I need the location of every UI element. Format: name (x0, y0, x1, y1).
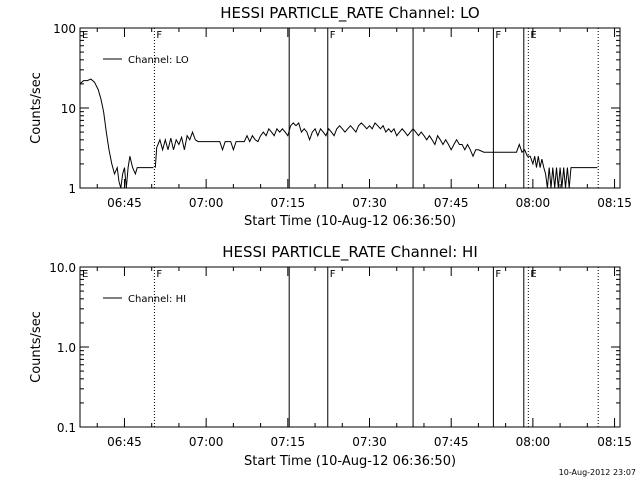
event-marker-label: F (495, 269, 501, 280)
x-tick-label: 07:30 (352, 435, 387, 449)
chart-title: HESSI PARTICLE_RATE Channel: HI (222, 243, 478, 262)
x-tick-label: 07:45 (434, 435, 469, 449)
x-tick-label: 07:00 (189, 435, 224, 449)
x-tick-label: 07:15 (271, 196, 306, 210)
event-marker-label: F (156, 30, 162, 41)
y-tick-label: 10.0 (49, 261, 76, 275)
y-tick-label: 100 (53, 22, 76, 36)
y-tick-label: 1 (68, 182, 76, 196)
event-marker-label: F (330, 269, 336, 280)
x-tick-label: 07:00 (189, 196, 224, 210)
legend-label: Channel: LO (128, 55, 189, 66)
chart-title: HESSI PARTICLE_RATE Channel: LO (220, 4, 479, 23)
x-axis-label: Start Time (10-Aug-12 06:36:50) (244, 454, 456, 469)
y-axis-label: Counts/sec (29, 72, 44, 144)
y-axis-label: Counts/sec (29, 311, 44, 383)
panel-hi: HESSI PARTICLE_RATE Channel: HI 0.1 1.0 10.… (29, 243, 632, 469)
y-tick-label: 0.1 (57, 421, 76, 435)
event-marker-label: E (530, 30, 536, 41)
x-tick-label: 08:15 (597, 435, 632, 449)
x-tick-label: 08:15 (597, 196, 632, 210)
event-marker-label: F (330, 30, 336, 41)
x-tick-label: 07:45 (434, 196, 469, 210)
panel-lo: HESSI PARTICLE_RATE Channel: LO 1 10 100 Cou… (29, 4, 632, 229)
event-marker-label: E (530, 269, 536, 280)
x-axis-label: Start Time (10-Aug-12 06:36:50) (244, 214, 456, 229)
y-tick-label: 10 (61, 102, 76, 116)
series-line (154, 122, 598, 189)
y-tick-label: 1.0 (57, 341, 76, 355)
x-tick-label: 08:00 (516, 196, 551, 210)
x-tick-label: 06:45 (107, 196, 142, 210)
x-tick-label: 07:30 (352, 196, 387, 210)
x-tick-label: 06:45 (107, 435, 142, 449)
series-line (79, 78, 154, 189)
plot-frame (79, 27, 621, 189)
x-tick-label: 07:15 (271, 435, 306, 449)
event-marker-label: E (82, 269, 88, 280)
event-marker-label: E (82, 30, 88, 41)
event-marker-label: F (495, 30, 501, 41)
x-tick-label: 08:00 (516, 435, 551, 449)
footer-timestamp: 10-Aug-2012 23:07 (559, 468, 636, 477)
plot-frame (79, 266, 621, 428)
legend-label: Channel: HI (128, 294, 186, 305)
event-marker-label: F (156, 269, 162, 280)
